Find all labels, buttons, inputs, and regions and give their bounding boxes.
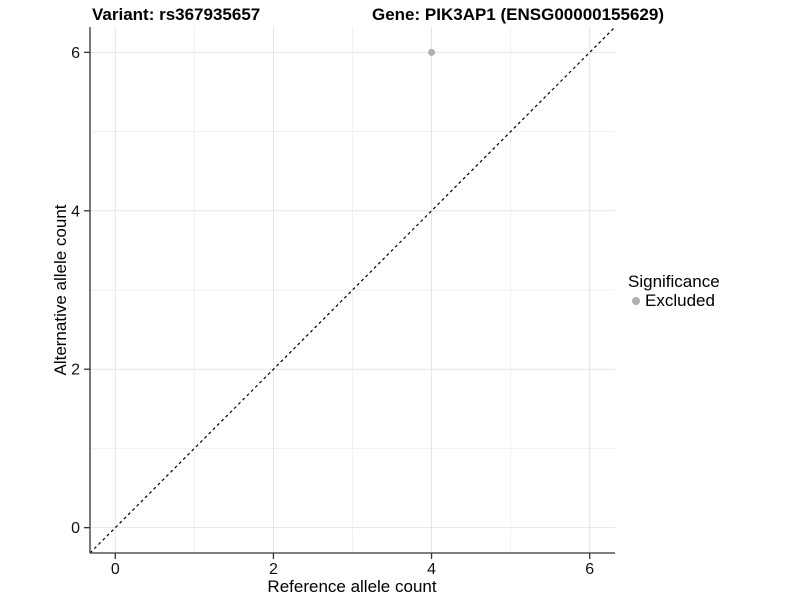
legend-title: Significance xyxy=(628,272,720,291)
legend-entry: Excluded xyxy=(628,291,720,310)
y-tick-label: 2 xyxy=(71,362,80,379)
x-tick-label: 4 xyxy=(427,561,436,578)
legend-entry-label: Excluded xyxy=(645,291,715,310)
data-point xyxy=(428,48,436,56)
x-tick-label: 0 xyxy=(111,561,120,578)
plot-title-gene: Gene: PIK3AP1 (ENSG00000155629) xyxy=(372,5,664,24)
legend-point-icon xyxy=(632,296,640,305)
y-tick-label: 4 xyxy=(71,203,80,220)
identity-line xyxy=(89,26,616,554)
x-tick-label: 6 xyxy=(585,561,594,578)
y-tick-label: 6 xyxy=(71,45,80,62)
y-axis-title: Alternative allele count xyxy=(51,204,70,376)
plot-title-variant: Variant: rs367935657 xyxy=(92,5,261,24)
legend: Significance Excluded xyxy=(628,272,720,310)
y-tick-label: 0 xyxy=(71,520,80,537)
x-axis-title: Reference allele count xyxy=(267,577,437,596)
x-tick-label: 2 xyxy=(269,561,278,578)
